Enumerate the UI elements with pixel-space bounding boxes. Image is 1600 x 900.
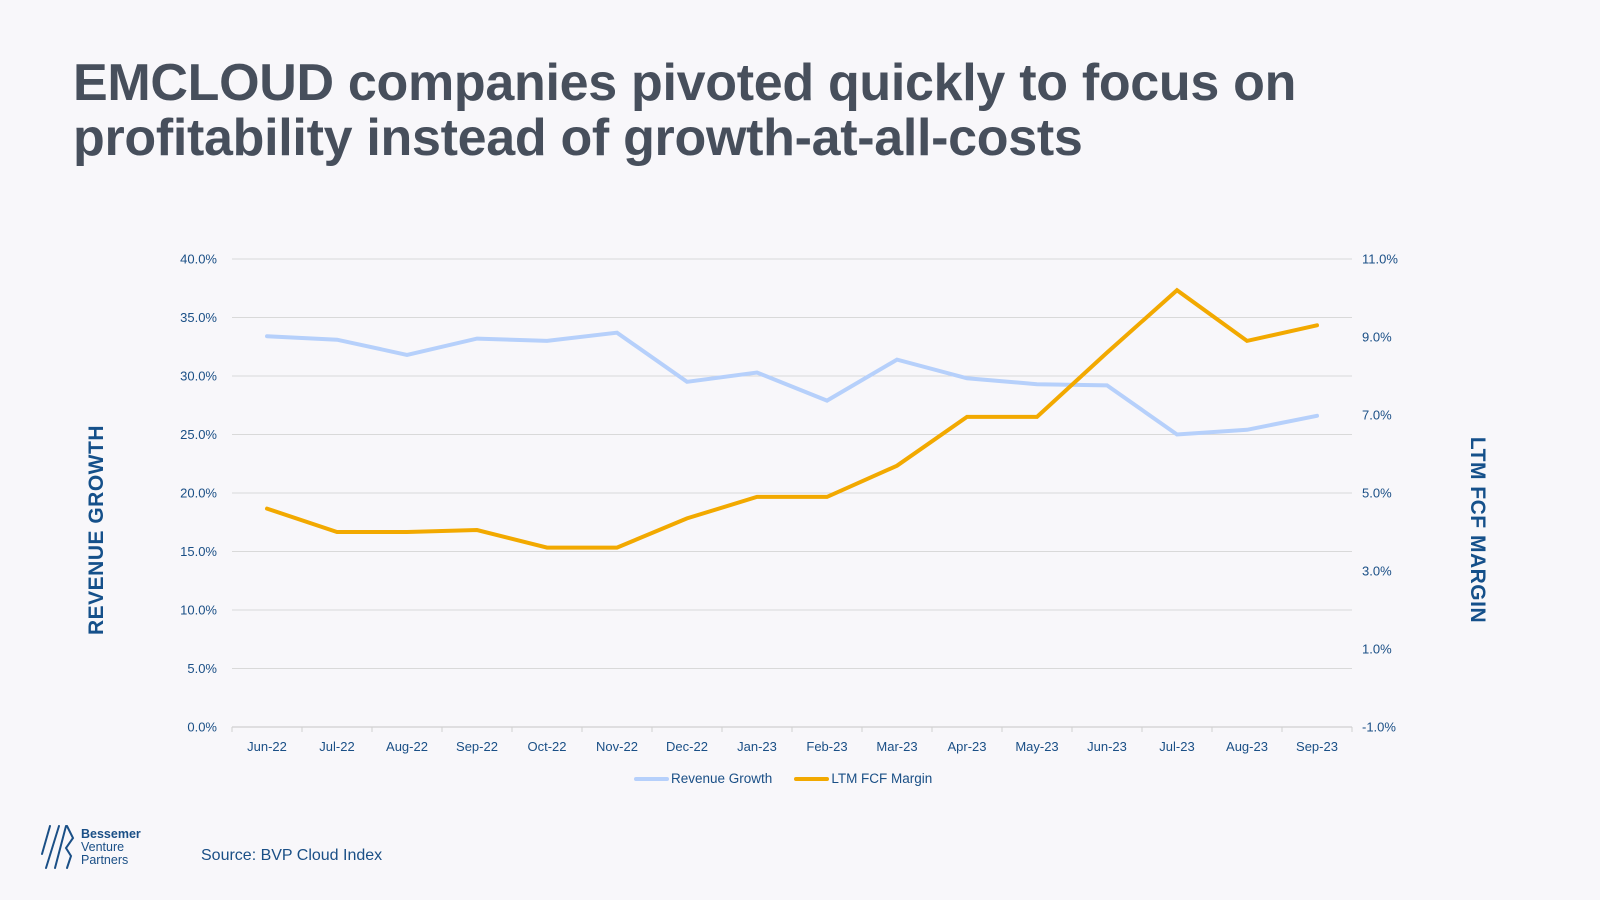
series-line-revenue-growth bbox=[265, 330, 1319, 437]
left-y-tick-label: 40.0% bbox=[180, 252, 217, 267]
left-y-tick-label: 0.0% bbox=[187, 720, 217, 735]
chart-legend: Revenue Growth LTM FCF Margin bbox=[634, 771, 954, 786]
x-tick-label: Jun-23 bbox=[1087, 739, 1127, 754]
logo-line-3: Partners bbox=[81, 853, 129, 867]
legend-item-ltm-fcf-margin[interactable]: LTM FCF Margin bbox=[794, 771, 932, 786]
left-y-tick-label: 10.0% bbox=[180, 603, 217, 618]
x-tick-label: Sep-23 bbox=[1296, 739, 1338, 754]
x-tick-label: Nov-22 bbox=[596, 739, 638, 754]
left-y-axis-ticks: 0.0% 5.0% 10.0% 15.0% 20.0% 25.0% 30.0% 35.0% 40… bbox=[180, 252, 217, 735]
x-tick-label: Oct-22 bbox=[527, 739, 566, 754]
right-y-tick-label: 1.0% bbox=[1362, 642, 1392, 657]
x-tick-label: Mar-23 bbox=[876, 739, 917, 754]
series-lines bbox=[265, 287, 1319, 550]
legend-swatch-revenue-growth bbox=[634, 776, 669, 781]
legend-label-revenue-growth: Revenue Growth bbox=[671, 771, 773, 786]
left-axis-title: REVENUE GROWTH bbox=[85, 424, 108, 636]
x-tick-label: Feb-23 bbox=[806, 739, 847, 754]
x-tick-label: Jul-22 bbox=[319, 739, 354, 754]
x-axis: Jun-22 Jul-22 Aug-22 Sep-22 Oct-22 Nov-22 Dec-… bbox=[231, 726, 1353, 754]
source-note: Source: BVP Cloud Index bbox=[201, 847, 383, 864]
slide-title-line-1: EMCLOUD companies pivoted quickly to foc… bbox=[73, 54, 1297, 112]
legend-swatch-ltm-fcf-margin bbox=[794, 776, 830, 781]
x-tick-label: Sep-22 bbox=[456, 739, 498, 754]
left-y-tick-label: 25.0% bbox=[180, 427, 217, 442]
right-y-tick-label: 3.0% bbox=[1362, 564, 1392, 579]
left-y-tick-label: 15.0% bbox=[180, 544, 217, 559]
logo-line-2: Venture bbox=[81, 840, 125, 854]
x-tick-label: May-23 bbox=[1015, 739, 1058, 754]
legend-item-revenue-growth[interactable]: Revenue Growth bbox=[634, 771, 772, 786]
slide-title: EMCLOUD companies pivoted quickly to foc… bbox=[73, 56, 1473, 166]
right-y-tick-label: 11.0% bbox=[1362, 252, 1398, 267]
logo-line-1: Bessemer bbox=[81, 827, 141, 841]
x-tick-label: Jul-23 bbox=[1159, 739, 1194, 754]
x-tick-label: Aug-23 bbox=[1226, 739, 1268, 754]
left-y-tick-label: 30.0% bbox=[180, 369, 217, 384]
left-y-tick-label: 20.0% bbox=[180, 486, 217, 501]
logo-wordmark: Bessemer Venture Partners bbox=[81, 828, 141, 867]
right-axis-title: LTM FCF MARGIN bbox=[1466, 436, 1489, 624]
bessemer-slashes-icon bbox=[41, 825, 75, 869]
legend-label-ltm-fcf-margin: LTM FCF Margin bbox=[831, 771, 933, 786]
right-y-tick-label: 9.0% bbox=[1362, 330, 1392, 345]
right-y-tick-label: 5.0% bbox=[1362, 486, 1392, 501]
right-y-axis-ticks: -1.0% 1.0% 3.0% 5.0% 7.0% 9.0% 11.0% bbox=[1362, 252, 1398, 735]
x-tick-label: Aug-22 bbox=[386, 739, 428, 754]
right-y-tick-label: 7.0% bbox=[1362, 408, 1392, 423]
x-tick-label: Apr-23 bbox=[947, 739, 986, 754]
left-y-tick-label: 5.0% bbox=[187, 661, 217, 676]
right-y-tick-label: -1.0% bbox=[1362, 720, 1396, 735]
slide-title-line-2: profitability instead of growth-at-all-c… bbox=[73, 109, 1083, 167]
gridlines bbox=[232, 258, 1352, 669]
left-y-tick-label: 35.0% bbox=[180, 310, 217, 325]
x-tick-label: Dec-22 bbox=[666, 739, 708, 754]
x-tick-label: Jun-22 bbox=[247, 739, 287, 754]
x-tick-label: Jan-23 bbox=[737, 739, 777, 754]
series-line-ltm-fcf-margin bbox=[265, 287, 1319, 550]
bessemer-logo: Bessemer Venture Partners bbox=[40, 824, 160, 874]
